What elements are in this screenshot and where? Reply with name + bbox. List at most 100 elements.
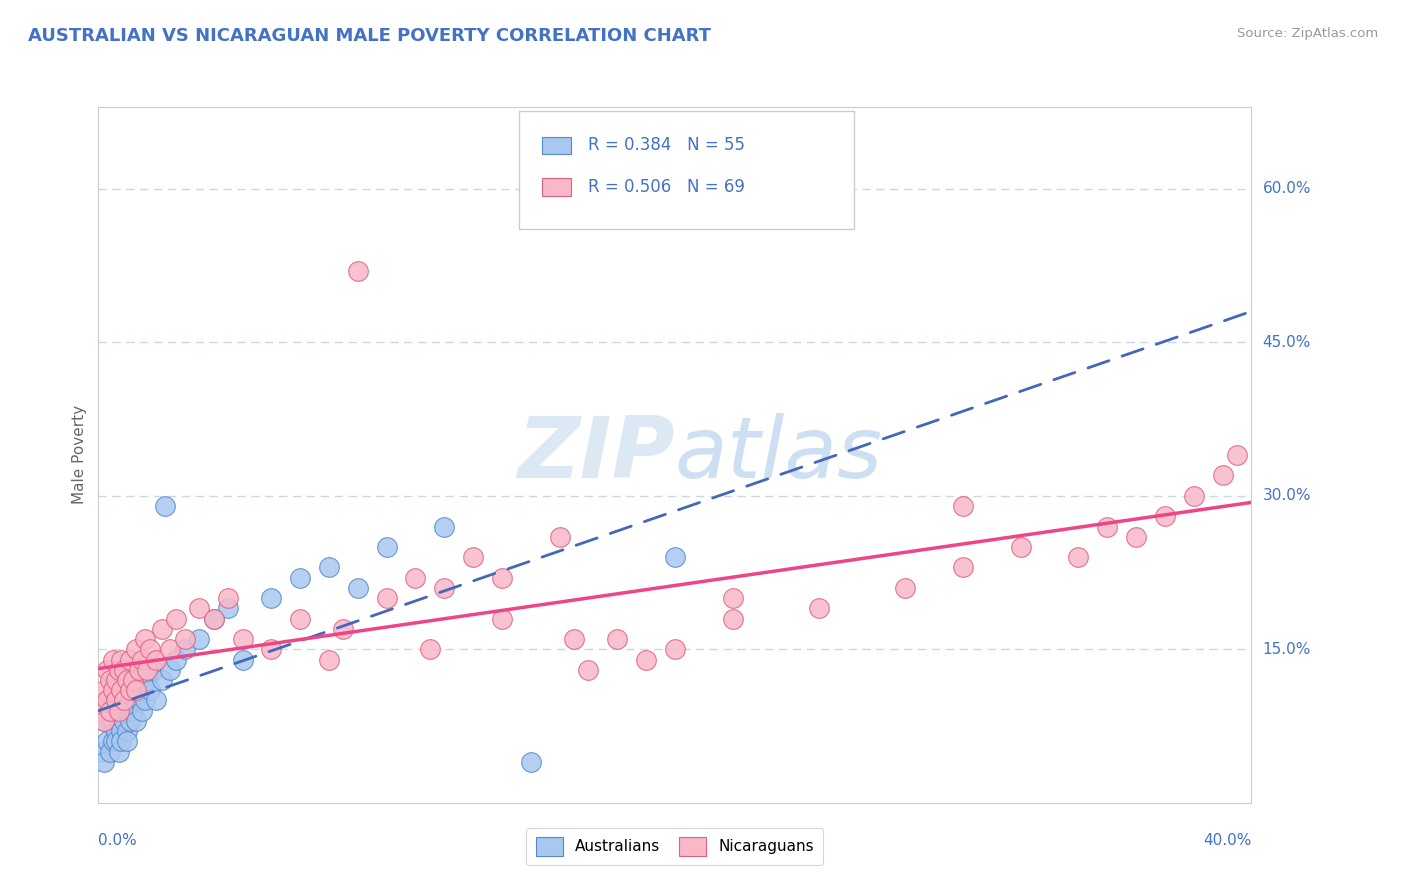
Point: [419, 642, 441, 657]
Text: 45.0%: 45.0%: [1263, 334, 1310, 350]
Point: [174, 632, 197, 646]
FancyBboxPatch shape: [543, 136, 571, 154]
Point: [128, 693, 150, 707]
Point: [110, 704, 132, 718]
Point: [174, 642, 197, 657]
Point: [117, 734, 138, 748]
Point: [188, 632, 211, 646]
Point: [90, 745, 112, 759]
Point: [952, 499, 974, 513]
Point: [159, 663, 181, 677]
Text: AUSTRALIAN VS NICARAGUAN MALE POVERTY CORRELATION CHART: AUSTRALIAN VS NICARAGUAN MALE POVERTY CO…: [28, 27, 711, 45]
Point: [260, 591, 283, 606]
Point: [664, 642, 686, 657]
Point: [1125, 530, 1147, 544]
Legend: Australians, Nicaraguans: Australians, Nicaraguans: [526, 828, 824, 864]
Point: [562, 632, 585, 646]
Point: [125, 714, 148, 728]
Point: [807, 601, 830, 615]
Point: [405, 571, 427, 585]
Point: [217, 591, 239, 606]
Point: [461, 550, 484, 565]
Text: 0.0%: 0.0%: [98, 833, 138, 848]
Point: [122, 704, 145, 718]
Point: [433, 581, 456, 595]
Point: [110, 724, 132, 739]
Point: [1097, 519, 1119, 533]
Point: [952, 560, 974, 574]
Point: [1067, 550, 1090, 565]
Point: [375, 591, 398, 606]
Point: [117, 724, 138, 739]
Point: [231, 652, 254, 666]
Point: [131, 652, 153, 666]
Point: [290, 571, 312, 585]
Point: [290, 612, 312, 626]
FancyBboxPatch shape: [519, 111, 853, 229]
Point: [318, 560, 340, 574]
Point: [93, 683, 115, 698]
Point: [125, 683, 148, 698]
Point: [96, 693, 118, 707]
Point: [142, 663, 165, 677]
Point: [107, 745, 129, 759]
Point: [894, 581, 917, 595]
Point: [122, 673, 145, 687]
Text: Source: ZipAtlas.com: Source: ZipAtlas.com: [1237, 27, 1378, 40]
Point: [1182, 489, 1205, 503]
Point: [150, 673, 173, 687]
Point: [433, 519, 456, 533]
Point: [165, 612, 187, 626]
Point: [1212, 468, 1234, 483]
Point: [128, 663, 150, 677]
Point: [107, 663, 129, 677]
Point: [96, 693, 118, 707]
Text: 30.0%: 30.0%: [1263, 488, 1310, 503]
Point: [101, 673, 124, 687]
Point: [93, 714, 115, 728]
Point: [117, 673, 138, 687]
Point: [332, 622, 354, 636]
Point: [125, 642, 148, 657]
Point: [202, 612, 225, 626]
Point: [122, 673, 145, 687]
Point: [112, 693, 135, 707]
Point: [145, 693, 167, 707]
Text: R = 0.384   N = 55: R = 0.384 N = 55: [589, 136, 745, 154]
Point: [98, 704, 121, 718]
Point: [188, 601, 211, 615]
Point: [110, 734, 132, 748]
Point: [98, 745, 121, 759]
Point: [721, 612, 744, 626]
Point: [93, 714, 115, 728]
Text: 40.0%: 40.0%: [1204, 833, 1251, 848]
Point: [112, 683, 135, 698]
Point: [120, 714, 142, 728]
Point: [131, 704, 153, 718]
Point: [96, 663, 118, 677]
Point: [112, 714, 135, 728]
Point: [120, 693, 142, 707]
Text: R = 0.506   N = 69: R = 0.506 N = 69: [589, 178, 745, 196]
Point: [217, 601, 239, 615]
Point: [231, 632, 254, 646]
Text: ZIP: ZIP: [517, 413, 675, 497]
Point: [1010, 540, 1032, 554]
Point: [636, 652, 658, 666]
Point: [120, 683, 142, 698]
Point: [134, 693, 156, 707]
Point: [101, 734, 124, 748]
Point: [134, 632, 156, 646]
Point: [139, 642, 162, 657]
Point: [346, 264, 368, 278]
Y-axis label: Male Poverty: Male Poverty: [72, 405, 87, 505]
Point: [165, 652, 187, 666]
Text: atlas: atlas: [675, 413, 883, 497]
Point: [120, 652, 142, 666]
Point: [664, 550, 686, 565]
Point: [578, 663, 600, 677]
Point: [150, 622, 173, 636]
Point: [318, 652, 340, 666]
Point: [104, 734, 127, 748]
Point: [139, 683, 162, 698]
